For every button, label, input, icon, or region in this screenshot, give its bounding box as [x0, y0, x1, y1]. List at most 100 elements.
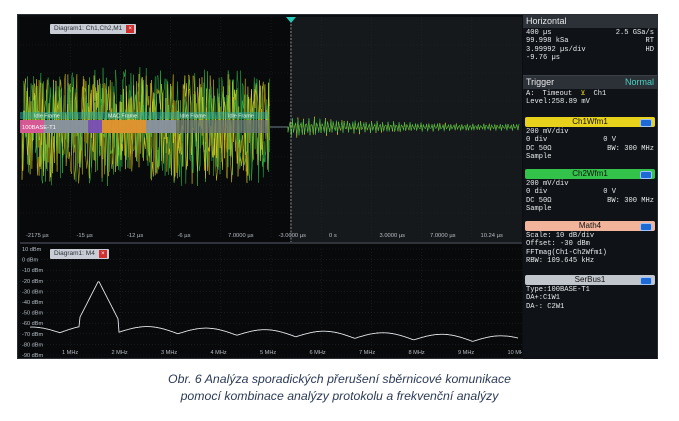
spectrum-y-ticks: 10 dBm 0 dBm -10 dBm -20 dBm -30 dBm -40 dBm -…	[22, 247, 43, 359]
time-tick-label: 3.0000 µs	[380, 233, 406, 239]
spectrum-grid	[20, 248, 522, 356]
trigger-section[interactable]: Trigger Normal A: Timeout ⊻ Ch1 Level:25…	[523, 75, 657, 112]
spectrum-y-tick-label: -80 dBm	[22, 342, 43, 348]
spectrum-y-tick-label: -30 dBm	[22, 289, 43, 295]
frame-label: MAC Frame	[108, 114, 137, 120]
ch1-bandwidth: BW: 300 MHz	[607, 144, 654, 153]
horizontal-section[interactable]: Horizontal 400 µs 2.5 GSa/s 99.998 kSa RT …	[523, 15, 657, 75]
ch1-section[interactable]: Ch1Wfm1 200 mV/div 0 div 0 V DC 50Ω BW: 30…	[523, 117, 657, 167]
decode-segment	[146, 120, 176, 133]
figure-caption-line2: pomocí kombinace analýzy protokolu a fre…	[180, 389, 499, 403]
ch2-offset: 0 V	[603, 188, 616, 197]
trigger-title: Trigger	[526, 77, 555, 87]
expand-icon[interactable]	[640, 119, 652, 127]
spectrum-y-tick-label: -40 dBm	[22, 300, 43, 306]
ch1-acq: Sample	[526, 152, 552, 161]
scope-display[interactable]: 100BASE-T1 Idle Frame MAC Frame Idle Frame I…	[20, 17, 527, 359]
spectrum-x-tick-label: 1 MHz	[62, 350, 78, 356]
spectrum-x-ticks: 1 MHz 2 MHz 3 MHz 4 MHz 5 MHz 6 MHz 7 MHz 8 MHz…	[62, 350, 527, 356]
trigger-marker[interactable]	[286, 17, 296, 23]
trigger-mode: Normal	[624, 77, 654, 87]
top-diagram-tab-label: Diagram1: Ch1,Ch2,M1	[54, 25, 123, 32]
time-tick-label: 7.0000 µs	[228, 233, 254, 239]
spectrum-y-tick-label: 10 dBm	[22, 247, 42, 253]
frame-label: Idle Frame	[34, 114, 60, 120]
ch2-acq: Sample	[526, 204, 552, 213]
trigger-slope-icon: ⊻	[580, 90, 586, 98]
spectrum-x-tick-label: 7 MHz	[359, 350, 375, 356]
time-tick-label: -15 µs	[77, 233, 93, 239]
ch2-position: 0 div	[526, 188, 548, 197]
ch1-scale: 200 mV/div	[526, 128, 569, 136]
ch1-offset: 0 V	[603, 136, 616, 145]
spectrum-x-tick-label: 4 MHz	[211, 350, 227, 356]
record-length: 400 µs	[526, 29, 552, 37]
protocol-decode-bar: 100BASE-T1 Idle Frame MAC Frame Idle Frame I…	[20, 112, 268, 133]
math-header[interactable]: Math4	[525, 221, 655, 231]
serbus-header[interactable]: SerBus1	[525, 275, 655, 285]
ch2-trace	[287, 117, 520, 138]
sample-rate: 2.5 GSa/s	[615, 29, 654, 37]
decode-segment	[102, 120, 146, 133]
spectrum-y-tick-label: 0 dBm	[22, 258, 39, 264]
ch2-title: Ch2Wfm1	[572, 169, 608, 178]
time-tick-label: 0 s	[329, 233, 337, 239]
ch1-coupling: DC 50Ω	[526, 144, 552, 153]
ch2-bandwidth: BW: 300 MHz	[607, 196, 654, 205]
serbus-title: SerBus1	[574, 275, 606, 284]
scope-canvas: 100BASE-T1 Idle Frame MAC Frame Idle Frame I…	[20, 17, 527, 359]
time-tick-label: -12 µs	[127, 233, 143, 239]
trigger-type: Timeout	[542, 90, 573, 98]
time-axis-ticks: -2175 µs -15 µs -12 µs -6 µs 7.0000 µs -3.000…	[26, 233, 503, 239]
serbus-da-plus: DA+:C1W1	[526, 294, 561, 303]
spectrum-y-tick-label: -60 dBm	[22, 321, 43, 327]
spectrum-diagram-tab[interactable]: Diagram1: M4 ×	[50, 249, 109, 259]
spectrum-y-tick-label: -70 dBm	[22, 332, 43, 338]
trigger-title-bar: Trigger Normal	[523, 76, 657, 89]
frame-label: Idle Frame	[228, 114, 254, 120]
serbus-da-minus: DA-: C2W1	[526, 302, 565, 311]
serbus-type: Type:100BASE-T1	[526, 286, 590, 294]
math-scale: Scale: 10 dB/div	[526, 232, 595, 240]
figure-caption-line1: Obr. 6 Analýza sporadických přerušení sb…	[168, 372, 511, 386]
ch1-trace	[21, 78, 270, 178]
expand-icon[interactable]	[640, 223, 652, 231]
spectrum-x-tick-label: 10 MHz	[508, 350, 523, 356]
waveform-traces	[21, 67, 520, 186]
spectrum-x-tick-label: 6 MHz	[310, 350, 326, 356]
top-diagram-tab[interactable]: Diagram1: Ch1,Ch2,M1 ×	[50, 24, 137, 34]
time-tick-label: -6 µs	[178, 233, 191, 239]
settings-panel: Horizontal 400 µs 2.5 GSa/s 99.998 kSa RT …	[523, 15, 657, 359]
decode-segment	[88, 120, 102, 133]
horizontal-row: 99.998 kSa RT	[526, 37, 654, 45]
ch1-header[interactable]: Ch1Wfm1	[525, 117, 655, 127]
ch2-section[interactable]: Ch2Wfm1 200 mV/div 0 div 0 V DC 50Ω BW: 30…	[523, 169, 657, 219]
time-tick-label: 10.24 µs	[481, 233, 503, 239]
ch2-coupling: DC 50Ω	[526, 196, 552, 205]
math-section[interactable]: Math4 Scale: 10 dB/div Offset: -30 dBm F…	[523, 221, 657, 273]
spectrum-y-tick-label: -90 dBm	[22, 353, 43, 357]
spectrum-trace	[30, 281, 519, 342]
expand-icon[interactable]	[640, 277, 652, 285]
spectrum-x-tick-label: 3 MHz	[161, 350, 177, 356]
frame-header-bg	[20, 112, 268, 119]
decode-segment	[44, 120, 88, 133]
horizontal-row: 3.99992 µs/div HD	[526, 46, 654, 54]
ch2-scale: 200 mV/div	[526, 180, 569, 188]
ch2-header[interactable]: Ch2Wfm1	[525, 169, 655, 179]
spectrum-y-tick-label: -50 dBm	[22, 311, 43, 317]
horizontal-row: 400 µs 2.5 GSa/s	[526, 29, 654, 37]
spectrum-x-tick-label: 9 MHz	[458, 350, 474, 356]
decode-segment	[20, 120, 44, 133]
close-icon[interactable]: ×	[126, 25, 135, 33]
serbus-section[interactable]: SerBus1 Type:100BASE-T1 DA+:C1W1 DA-: C2…	[523, 275, 657, 321]
spectrum-x-tick-label: 8 MHz	[409, 350, 425, 356]
spectrum-y-tick-label: -10 dBm	[22, 268, 43, 274]
math-offset: Offset: -30 dBm	[526, 240, 590, 249]
trigger-level: Level:258.89 mV	[526, 98, 590, 107]
time-offset: -9.76 µs	[526, 53, 561, 62]
horizontal-title: Horizontal	[523, 15, 657, 28]
close-icon[interactable]: ×	[98, 250, 107, 258]
expand-icon[interactable]	[640, 171, 652, 179]
oscilloscope-screen: 100BASE-T1 Idle Frame MAC Frame Idle Frame I…	[17, 14, 658, 359]
